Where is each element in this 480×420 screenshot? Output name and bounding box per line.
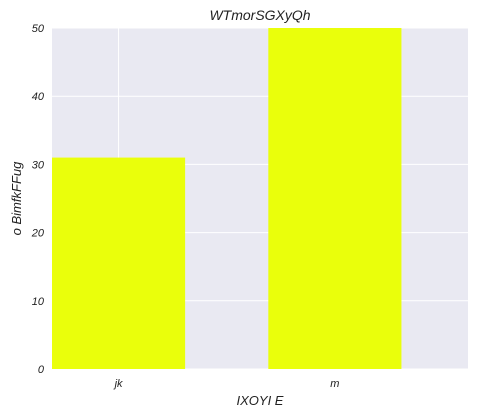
bar-jk xyxy=(52,157,186,369)
bars xyxy=(52,28,402,369)
y-axis-ticks: 0 10 20 30 40 50 xyxy=(31,23,45,376)
y-tick-label: 40 xyxy=(32,91,45,103)
bar-m xyxy=(268,28,402,369)
x-tick-label: jk xyxy=(113,378,123,390)
x-axis-ticks: jk m xyxy=(113,378,340,390)
y-tick-label: 0 xyxy=(38,364,45,376)
x-tick-label: m xyxy=(330,378,339,390)
y-tick-label: 50 xyxy=(32,23,45,35)
y-axis-label: o BimfkFFug xyxy=(9,161,24,235)
chart-title: WTmorSGXyQh xyxy=(209,7,310,23)
y-tick-label: 20 xyxy=(31,228,45,240)
x-axis-label: IXOYI E xyxy=(237,393,284,408)
y-tick-label: 10 xyxy=(32,296,45,308)
y-tick-label: 30 xyxy=(32,159,45,171)
